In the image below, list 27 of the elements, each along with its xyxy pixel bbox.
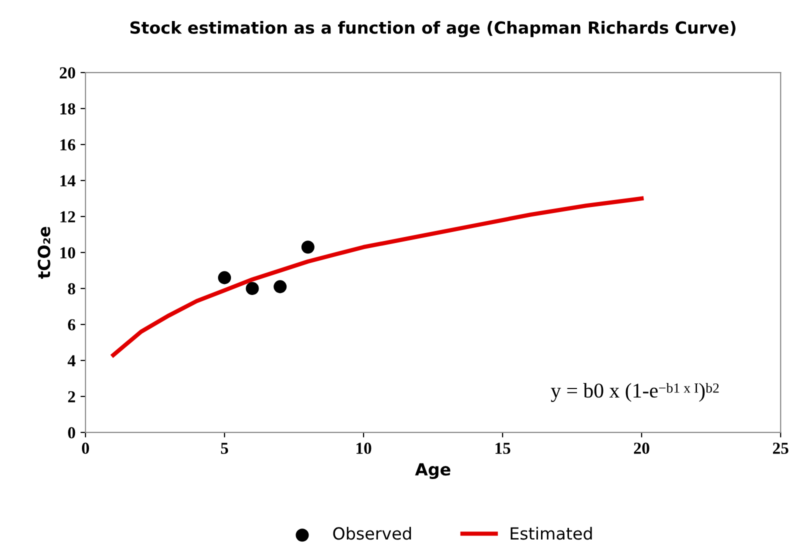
legend-label: Observed [333,526,411,540]
chart-title: Stock estimation as a function of age (Chapman Richards Curve) [130,20,736,38]
x-tick-label: 15 [496,442,510,454]
x-tick-label: 25 [772,442,788,454]
y-tick-label: 0 [68,427,76,438]
point [274,280,287,294]
point [246,282,259,295]
y-tick-label: 6 [68,319,76,330]
x-axis-title: Age [415,463,450,479]
legend-label: Estimated [510,526,592,540]
y-tick-label: 12 [60,211,76,222]
y-tick-label: 2 [68,391,76,402]
x-tick-label: 10 [356,442,372,454]
y-tick-label: 8 [68,283,76,294]
point [301,240,314,254]
y-tick-label: 14 [60,175,76,186]
x-tick-label: 5 [221,442,228,454]
line-series [111,196,644,358]
point [218,271,232,284]
y-tick-label: 10 [60,247,76,258]
y-tick-label: 16 [60,139,76,150]
y-tick-label: 18 [60,103,76,114]
x-tick-label: 20 [634,442,650,454]
y-tick-label: 4 [68,355,76,366]
x-tick-label: 0 [82,442,90,454]
y-axis-title: tCO₂e [38,226,50,279]
y-tick-label: 20 [60,67,76,78]
